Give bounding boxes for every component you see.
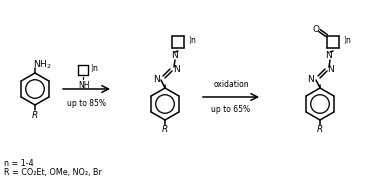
Text: )n: )n (188, 35, 196, 45)
Text: R: R (32, 110, 38, 120)
Text: R: R (162, 126, 168, 134)
Text: NH$_2$: NH$_2$ (33, 59, 51, 71)
Text: N: N (173, 66, 180, 74)
Text: R = CO₂Et, OMe, NO₂, Br: R = CO₂Et, OMe, NO₂, Br (4, 167, 102, 177)
Text: N: N (325, 50, 332, 60)
Text: N: N (170, 50, 177, 60)
Text: up to 85%: up to 85% (67, 99, 106, 108)
Text: NH: NH (78, 80, 90, 90)
Text: )n: )n (343, 35, 351, 45)
Text: up to 65%: up to 65% (211, 105, 251, 114)
Text: R: R (317, 126, 323, 134)
Text: N: N (328, 66, 335, 74)
Text: oxidation: oxidation (213, 80, 249, 89)
Text: O: O (312, 25, 319, 34)
Text: n = 1-4: n = 1-4 (4, 159, 34, 169)
Text: N: N (308, 76, 314, 84)
Text: )n: )n (90, 64, 98, 74)
Text: N: N (153, 76, 160, 84)
